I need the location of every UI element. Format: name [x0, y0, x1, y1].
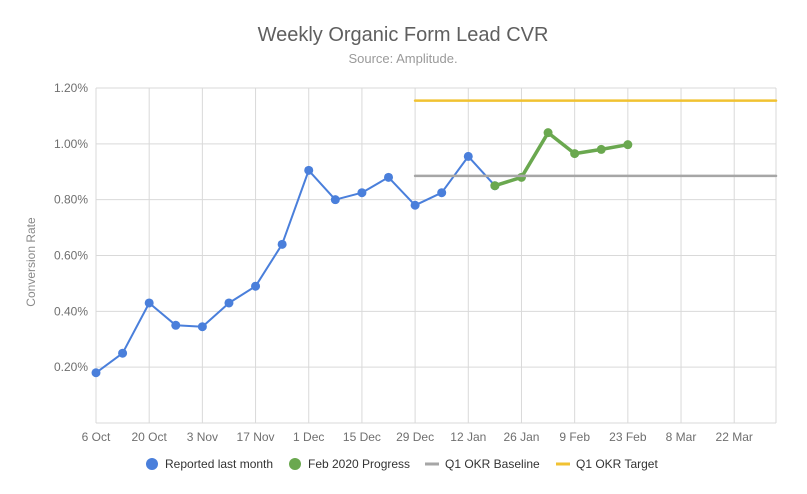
legend-label: Reported last month [165, 457, 273, 471]
tick-labels: 0.20% 0.40% 0.60% 0.80% 1.00% 1.20% 6 Oct 20 Oc… [54, 81, 753, 444]
data-point [596, 144, 606, 154]
data-point [251, 281, 261, 291]
x-tick-label: 29 Dec [396, 430, 434, 444]
chart-title: Weekly Organic Form Lead CVR [258, 24, 549, 46]
data-point [437, 188, 447, 198]
data-point [384, 172, 394, 182]
series-layer [91, 99, 778, 378]
x-tick-label: 23 Feb [609, 430, 647, 444]
data-point [570, 149, 580, 159]
legend-label: Q1 OKR Baseline [445, 457, 540, 471]
data-point [463, 151, 473, 161]
y-tick-label: 0.60% [54, 249, 88, 263]
y-tick-label: 1.20% [54, 81, 88, 95]
data-point [144, 298, 154, 308]
legend: Reported last month Feb 2020 Progress Q1 O… [146, 457, 658, 471]
x-tick-label: 17 Nov [237, 430, 275, 444]
series-line [493, 130, 630, 188]
x-tick-label: 12 Jan [450, 430, 486, 444]
legend-label: Q1 OKR Target [576, 457, 658, 471]
gridlines [95, 87, 777, 424]
x-tick-label: 20 Oct [132, 430, 168, 444]
data-point [91, 368, 101, 378]
y-tick-label: 0.20% [54, 360, 88, 374]
data-point [623, 140, 633, 150]
data-point [330, 195, 340, 205]
data-point [304, 165, 314, 175]
x-tick-label: 6 Oct [82, 430, 111, 444]
legend-marker [289, 458, 301, 470]
chart-subtitle: Source: Amplitude. [348, 51, 457, 66]
x-tick-label: 15 Dec [343, 430, 381, 444]
data-point [357, 188, 367, 198]
data-point [277, 239, 287, 249]
x-tick-label: 3 Nov [187, 430, 218, 444]
x-tick-label: 26 Jan [503, 430, 539, 444]
y-tick-label: 1.00% [54, 137, 88, 151]
data-point [171, 320, 181, 330]
data-point [410, 200, 420, 210]
x-tick-label: 8 Mar [666, 430, 697, 444]
data-point [543, 128, 553, 138]
data-point [516, 172, 526, 182]
x-tick-label: 1 Dec [293, 430, 324, 444]
data-point [490, 181, 500, 191]
data-point [118, 348, 128, 358]
x-tick-label: 22 Mar [716, 430, 753, 444]
y-tick-label: 0.80% [54, 193, 88, 207]
y-axis-title: Conversion Rate [24, 217, 38, 307]
y-tick-label: 0.40% [54, 304, 88, 318]
legend-marker [146, 458, 158, 470]
x-tick-label: 9 Feb [559, 430, 590, 444]
data-point [224, 298, 234, 308]
data-point [197, 322, 207, 332]
legend-label: Feb 2020 Progress [308, 457, 410, 471]
series-line [95, 155, 496, 374]
